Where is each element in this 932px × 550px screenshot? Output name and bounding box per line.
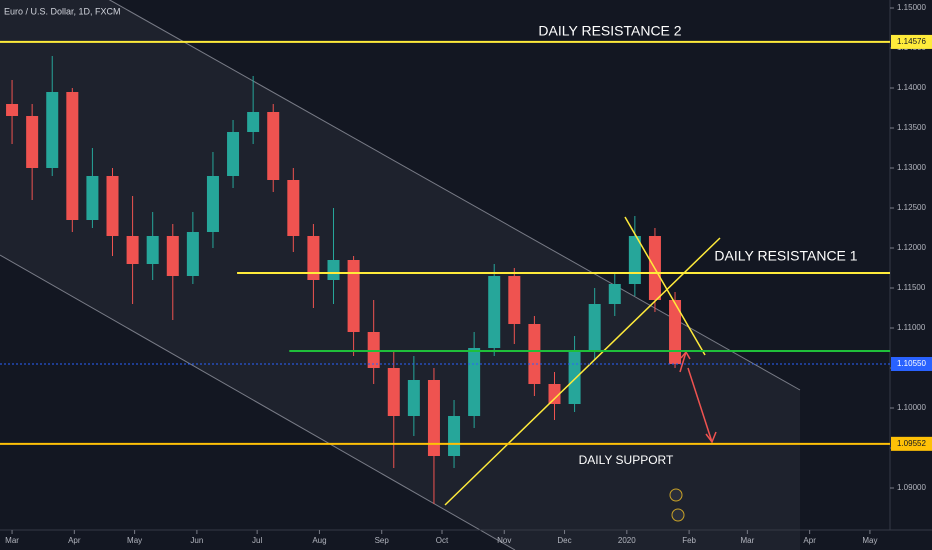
price-tag-label: 1.14576 bbox=[897, 37, 926, 46]
x-tick-label: Sep bbox=[375, 536, 390, 545]
y-tick-label: 1.09000 bbox=[897, 483, 926, 492]
candle-body bbox=[628, 236, 641, 284]
candle-body bbox=[588, 304, 601, 352]
y-tick-label: 1.14000 bbox=[897, 83, 926, 92]
candle-body bbox=[6, 104, 19, 116]
x-tick-label: Nov bbox=[497, 536, 511, 545]
plot bbox=[6, 56, 682, 504]
candle-body bbox=[608, 284, 621, 304]
candle-body bbox=[227, 132, 240, 176]
candle-body bbox=[267, 112, 280, 180]
annotation: DAILY SUPPORT bbox=[579, 453, 674, 467]
candle-body bbox=[206, 176, 219, 232]
candle-body bbox=[66, 92, 79, 220]
y-tick-label: 1.10000 bbox=[897, 403, 926, 412]
candle-body bbox=[528, 324, 541, 384]
channel-lower bbox=[0, 254, 516, 550]
arrow-down bbox=[687, 367, 713, 443]
arrow-head bbox=[705, 431, 717, 444]
x-tick-label: Dec bbox=[557, 536, 571, 545]
candle-body bbox=[508, 276, 521, 324]
candle-body bbox=[347, 260, 360, 332]
x-tick-label: May bbox=[862, 536, 877, 545]
chart-title: Euro / U.S. Dollar, 1D, FXCM bbox=[4, 6, 121, 16]
x-tick-label: Aug bbox=[312, 536, 326, 545]
candle-body bbox=[488, 276, 501, 348]
candle-body bbox=[307, 236, 320, 280]
candle-body bbox=[468, 348, 481, 416]
y-tick-label: 1.13000 bbox=[897, 163, 926, 172]
x-tick-label: Jun bbox=[190, 536, 203, 545]
y-tick-label: 1.11000 bbox=[897, 323, 926, 332]
candle-body bbox=[86, 176, 99, 220]
y-tick-label: 1.12500 bbox=[897, 203, 926, 212]
x-tick-label: Feb bbox=[682, 536, 696, 545]
candle-body bbox=[387, 368, 400, 416]
candle-body bbox=[669, 300, 682, 364]
candle-body bbox=[46, 92, 59, 168]
candle-body bbox=[548, 384, 561, 404]
price-axis bbox=[890, 0, 932, 550]
trendline-down bbox=[624, 216, 706, 356]
y-tick-label: 1.12000 bbox=[897, 243, 926, 252]
annotation: DAILY RESISTANCE 1 bbox=[714, 248, 857, 264]
candle-body bbox=[427, 380, 440, 456]
channel-fill bbox=[0, 0, 800, 550]
candle-body bbox=[106, 176, 119, 236]
channel-upper bbox=[108, 0, 801, 391]
y-tick-label: 1.15000 bbox=[897, 3, 926, 12]
x-tick-label: Oct bbox=[436, 536, 449, 545]
x-tick-label: May bbox=[127, 536, 142, 545]
y-tick-label: 1.13500 bbox=[897, 123, 926, 132]
candle-body bbox=[166, 236, 179, 276]
price-tag bbox=[891, 34, 932, 49]
trendline-up bbox=[444, 237, 721, 506]
price-tag-label: 1.09552 bbox=[897, 439, 926, 448]
candle-body bbox=[407, 380, 420, 416]
price-tag bbox=[891, 357, 932, 371]
candle-body bbox=[448, 416, 461, 456]
candle-body bbox=[146, 236, 159, 264]
candle-body bbox=[327, 260, 340, 280]
x-tick-label: Apr bbox=[803, 536, 816, 545]
price-tag-label: 1.10550 bbox=[897, 359, 926, 368]
candle-body bbox=[126, 236, 139, 264]
x-tick-label: Mar bbox=[740, 536, 754, 545]
arrow-up bbox=[679, 351, 687, 373]
x-tick-label: Jul bbox=[252, 536, 262, 545]
candle-body bbox=[287, 180, 300, 236]
arrow-head bbox=[680, 350, 691, 360]
event-icon[interactable] bbox=[669, 488, 683, 502]
event-icon[interactable] bbox=[671, 508, 685, 522]
x-tick-label: 2020 bbox=[618, 536, 636, 545]
x-tick-label: Apr bbox=[68, 536, 81, 545]
candle-body bbox=[26, 116, 39, 168]
candle-body bbox=[247, 112, 260, 132]
candle-body bbox=[568, 352, 581, 404]
candle-body bbox=[186, 232, 199, 276]
price-tag bbox=[891, 436, 932, 451]
y-tick-label: 1.11500 bbox=[897, 283, 926, 292]
annotation: DAILY RESISTANCE 2 bbox=[538, 23, 681, 39]
x-tick-label: Mar bbox=[5, 536, 19, 545]
